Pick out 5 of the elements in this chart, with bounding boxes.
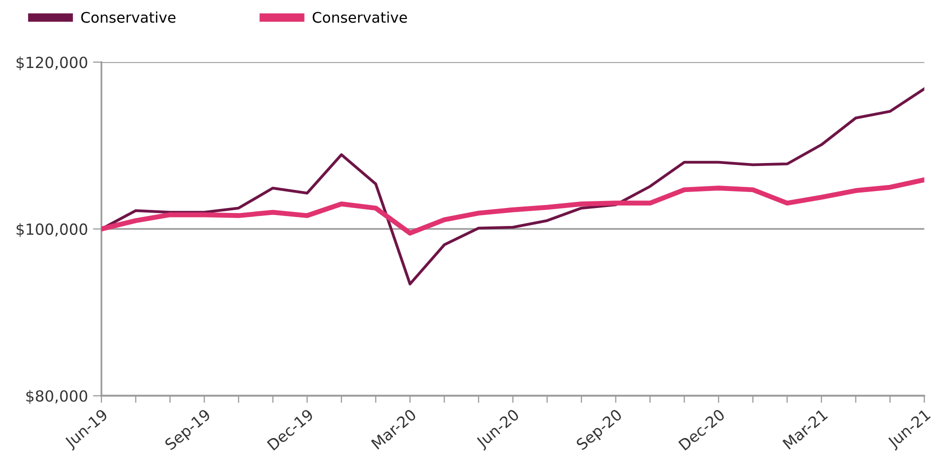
legend-label: Conservative xyxy=(312,12,407,23)
y-tick-label: $100,000 xyxy=(16,223,88,238)
legend-label: Conservative xyxy=(81,12,176,23)
y-tick-label: $80,000 xyxy=(26,390,88,404)
y-tick-label: $120,000 xyxy=(16,56,88,70)
